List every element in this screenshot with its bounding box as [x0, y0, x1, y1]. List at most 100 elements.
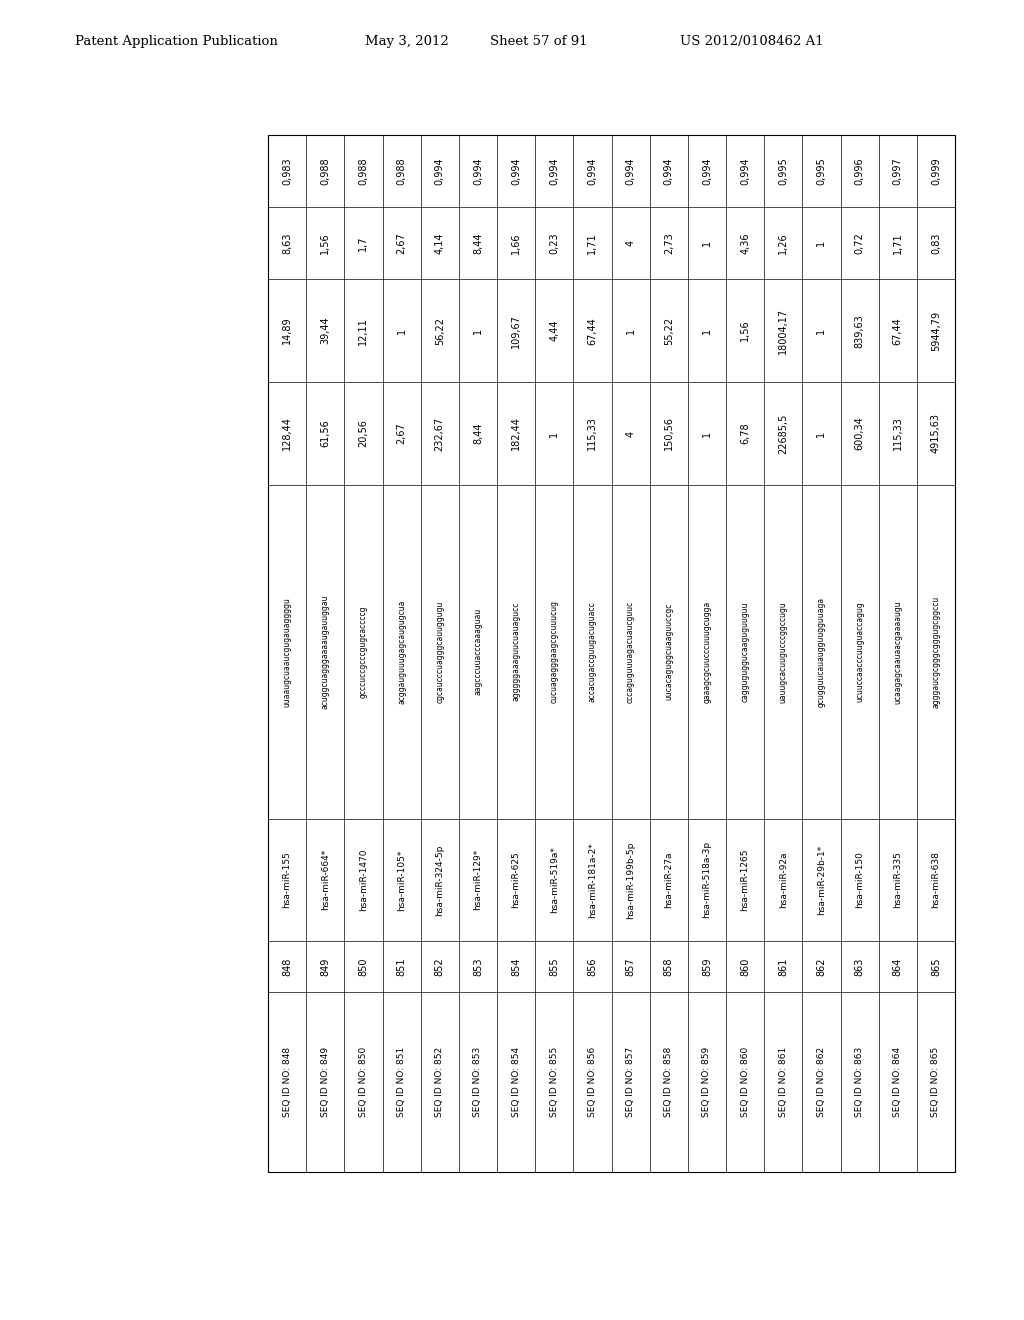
- Text: 6,78: 6,78: [740, 422, 751, 445]
- Text: 0,994: 0,994: [588, 157, 597, 185]
- Text: SEQ ID NO: 856: SEQ ID NO: 856: [588, 1047, 597, 1117]
- Text: 2,67: 2,67: [396, 422, 407, 445]
- Text: 0,994: 0,994: [473, 157, 483, 185]
- Text: 67,44: 67,44: [588, 317, 597, 345]
- Text: agggggaaaguucuauagucc: agggggaaaguucuauagucc: [512, 602, 520, 701]
- Text: Patent Application Publication: Patent Application Publication: [75, 36, 278, 48]
- Text: 4,36: 4,36: [740, 232, 751, 253]
- Text: hsa-miR-1470: hsa-miR-1470: [359, 849, 368, 911]
- Text: 0,83: 0,83: [931, 232, 941, 253]
- Text: hsa-miR-29b-1*: hsa-miR-29b-1*: [817, 845, 826, 915]
- Text: 1: 1: [701, 430, 712, 437]
- Text: ucaagagcaauaacgaaaaugu: ucaagagcaauaacgaaaaugu: [893, 599, 902, 704]
- Text: cccaguguuuagacuaucguuc: cccaguguuuagacuaucguuc: [626, 601, 635, 702]
- Text: 848: 848: [282, 957, 292, 975]
- Text: SEQ ID NO: 852: SEQ ID NO: 852: [435, 1047, 444, 1117]
- Text: SEQ ID NO: 855: SEQ ID NO: 855: [550, 1047, 559, 1117]
- Text: 2,67: 2,67: [396, 232, 407, 253]
- Text: 0,994: 0,994: [626, 157, 636, 185]
- Text: 5944,79: 5944,79: [931, 310, 941, 351]
- Text: hsa-miR-335: hsa-miR-335: [893, 851, 902, 908]
- Text: hsa-miR-519a*: hsa-miR-519a*: [550, 846, 559, 913]
- Text: 4,44: 4,44: [549, 319, 559, 342]
- Text: 1: 1: [549, 430, 559, 437]
- Text: 1,71: 1,71: [893, 232, 903, 253]
- Text: 128,44: 128,44: [282, 417, 292, 450]
- Text: hsa-miR-27a: hsa-miR-27a: [665, 851, 673, 908]
- Text: 855: 855: [549, 957, 559, 975]
- Text: uucacaguggcuaaguuccgc: uucacaguggcuaaguuccgc: [665, 603, 673, 701]
- Text: 20,56: 20,56: [358, 420, 369, 447]
- Text: SEQ ID NO: 850: SEQ ID NO: 850: [359, 1047, 368, 1117]
- Text: 1,7: 1,7: [358, 235, 369, 251]
- Text: 18004,17: 18004,17: [778, 308, 788, 354]
- Text: 0,995: 0,995: [816, 157, 826, 185]
- Text: 857: 857: [626, 957, 636, 975]
- Text: hsa-miR-129*: hsa-miR-129*: [473, 849, 482, 911]
- Bar: [268, 135, 955, 1172]
- Text: 55,22: 55,22: [664, 317, 674, 345]
- Text: 849: 849: [321, 957, 331, 975]
- Text: 861: 861: [778, 957, 788, 975]
- Text: acuggcuagggaaaaugauuggau: acuggcuagggaaaaugauuggau: [321, 594, 330, 709]
- Text: hsa-miR-625: hsa-miR-625: [512, 851, 520, 908]
- Text: 0,994: 0,994: [740, 157, 751, 185]
- Text: acggauguuugagcaugugcua: acggauguuugagcaugugcua: [397, 599, 407, 704]
- Text: SEQ ID NO: 848: SEQ ID NO: 848: [283, 1047, 292, 1117]
- Text: 852: 852: [435, 957, 444, 975]
- Text: 4: 4: [626, 430, 636, 437]
- Text: 14,89: 14,89: [282, 317, 292, 345]
- Text: SEQ ID NO: 853: SEQ ID NO: 853: [473, 1047, 482, 1117]
- Text: SEQ ID NO: 862: SEQ ID NO: 862: [817, 1047, 826, 1117]
- Text: 56,22: 56,22: [435, 317, 444, 345]
- Text: 0,996: 0,996: [855, 157, 864, 185]
- Text: 0,994: 0,994: [435, 157, 444, 185]
- Text: 232,67: 232,67: [435, 416, 444, 450]
- Text: 854: 854: [511, 957, 521, 975]
- Text: hsa-miR-92a: hsa-miR-92a: [778, 851, 787, 908]
- Text: hsa-miR-199b-5p: hsa-miR-199b-5p: [626, 841, 635, 919]
- Text: 1: 1: [701, 240, 712, 247]
- Text: gcugguucauaugguugguuaga: gcugguucauaugguugguuaga: [817, 597, 826, 706]
- Text: 0,994: 0,994: [664, 157, 674, 185]
- Text: 863: 863: [855, 957, 864, 975]
- Text: 1: 1: [626, 327, 636, 334]
- Text: 8,44: 8,44: [473, 232, 483, 253]
- Text: 862: 862: [816, 957, 826, 975]
- Text: hsa-miR-518a-3p: hsa-miR-518a-3p: [702, 841, 712, 919]
- Text: SEQ ID NO: 861: SEQ ID NO: 861: [778, 1047, 787, 1117]
- Text: 109,67: 109,67: [511, 314, 521, 347]
- Text: 1,71: 1,71: [588, 232, 597, 253]
- Text: agggaucgcgggcgggugcggccu: agggaucgcgggcgggugcggccu: [932, 595, 940, 708]
- Text: 858: 858: [664, 957, 674, 975]
- Text: 150,56: 150,56: [664, 417, 674, 450]
- Text: 1,56: 1,56: [321, 232, 331, 253]
- Text: 1: 1: [396, 327, 407, 334]
- Text: 1: 1: [701, 327, 712, 334]
- Text: SEQ ID NO: 849: SEQ ID NO: 849: [321, 1047, 330, 1117]
- Text: hsa-miR-150: hsa-miR-150: [855, 851, 864, 908]
- Text: 61,56: 61,56: [321, 420, 331, 447]
- Text: 851: 851: [396, 957, 407, 975]
- Text: 4: 4: [626, 240, 636, 247]
- Text: 182,44: 182,44: [511, 417, 521, 450]
- Text: 0,988: 0,988: [358, 157, 369, 185]
- Text: SEQ ID NO: 858: SEQ ID NO: 858: [665, 1047, 673, 1117]
- Text: 115,33: 115,33: [588, 417, 597, 450]
- Text: 22685,5: 22685,5: [778, 413, 788, 454]
- Text: uuaaugcuaaucgugauaggggu: uuaaugcuaaucgugauaggggu: [283, 597, 292, 706]
- Text: 4,14: 4,14: [435, 232, 444, 253]
- Text: 0,983: 0,983: [282, 157, 292, 185]
- Text: May 3, 2012: May 3, 2012: [365, 36, 449, 48]
- Text: SEQ ID NO: 864: SEQ ID NO: 864: [893, 1047, 902, 1117]
- Text: 859: 859: [701, 957, 712, 975]
- Text: 4915,63: 4915,63: [931, 413, 941, 454]
- Text: 1,66: 1,66: [511, 232, 521, 253]
- Text: 2,73: 2,73: [664, 232, 674, 253]
- Text: 0,999: 0,999: [931, 157, 941, 185]
- Text: SEQ ID NO: 860: SEQ ID NO: 860: [740, 1047, 750, 1117]
- Text: 0,72: 0,72: [855, 232, 864, 253]
- Text: 67,44: 67,44: [893, 317, 903, 345]
- Text: 860: 860: [740, 957, 751, 975]
- Text: accacugaccguugacuguacc: accacugaccguugacuguacc: [588, 602, 597, 702]
